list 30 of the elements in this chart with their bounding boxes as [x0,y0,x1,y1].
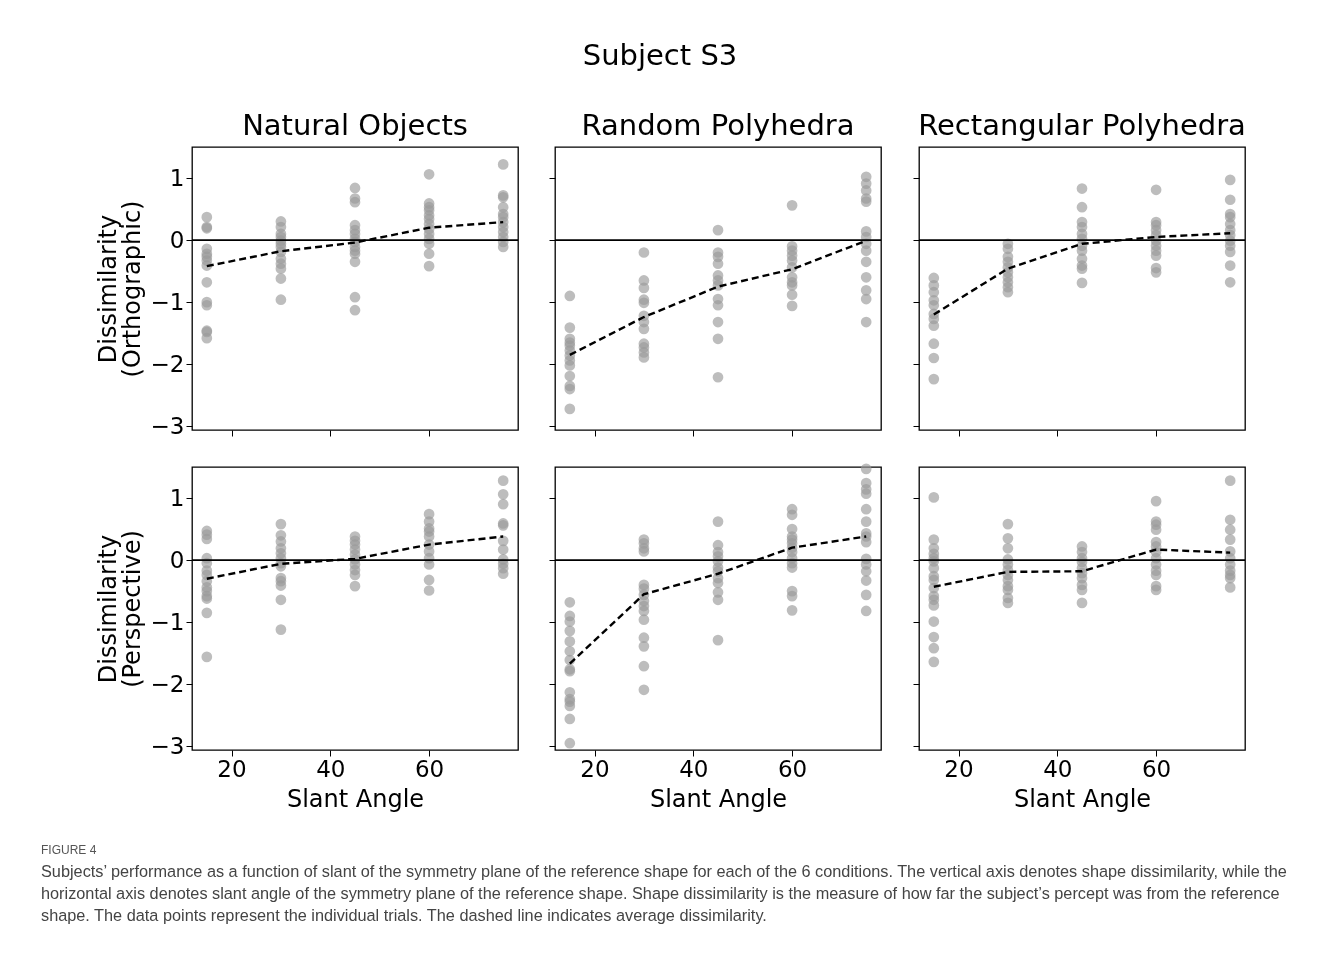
x-tick-label: 60 [414,755,445,782]
x-axis-title: Slant Angle [1013,784,1152,813]
x-tick-label: 20 [217,755,247,782]
y-tick-label: −3 [150,412,185,439]
chart-title: Random Polyhedra [581,108,855,142]
text: Subject S3 [581,38,739,72]
x-tick-label: 20 [944,755,974,782]
y-tick-label: −2 [150,670,185,697]
x-axis-title: Slant Angle [649,784,788,813]
y-tick-label: −1 [150,288,185,315]
y-tick-label: −2 [150,350,185,377]
x-tick-label: 20 [580,755,610,782]
y-axis-title: Dissimilarity (Orthographic) [93,200,146,378]
y-tick-label: 0 [169,226,185,253]
y-tick-label: −3 [150,732,185,759]
y-tick-label: 0 [169,546,185,573]
x-tick-label: 60 [777,755,808,782]
x-tick-label: 40 [1043,755,1073,782]
caption: FIGURE 4 [41,843,97,857]
x-axis-title: Slant Angle [286,784,425,813]
x-tick-label: 40 [679,755,709,782]
x-tick-label: 60 [1141,755,1172,782]
chart-title: Natural Objects [242,108,468,142]
y-axis-title: Dissimilarity (Perspective) [93,530,146,688]
x-tick-label: 40 [316,755,346,782]
chart-title: Rectangular Polyhedra [918,108,1246,142]
y-tick-label: −1 [150,608,185,635]
text: Subjects’ performance as a function of slant of the symmetry plane of the reference shape for each of the 6 conditions. The vertical axis denotes shape dissimilarity, while the horizontal axis denotes slant angle of the symmetry plane of the reference shape. Shape dissimilarity is the measure of how far the subject’s percept was from the reference shape. The data points represent the individual trials. The dashed line indicates average dissimilarity. [41,861,1288,926]
y-tick-label: 1 [169,164,185,191]
y-tick-label: 1 [169,484,185,511]
